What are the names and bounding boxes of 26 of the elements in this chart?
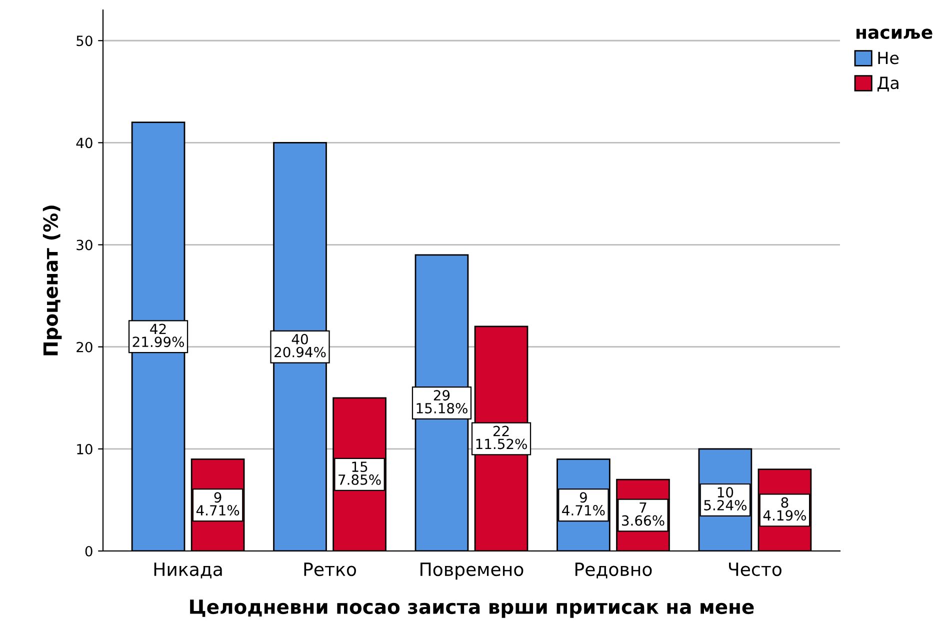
data-label: 7 3.66% (622, 502, 664, 526)
data-label: 15 7.85% (338, 462, 381, 485)
data-label: 22 11.52% (476, 426, 527, 450)
data-label: 40 20.94% (274, 334, 326, 358)
legend-label: Да (877, 76, 898, 92)
y-tick-label: 50 (76, 36, 92, 46)
x-tick-label: Повремено (420, 562, 524, 580)
data-label: 8 4.19% (763, 497, 806, 521)
x-tick-label: Често (729, 562, 782, 576)
y-axis-title: Проценат (%) (42, 206, 62, 356)
y-tick-label: 30 (76, 240, 92, 250)
x-tick-label: Ретко (304, 562, 356, 576)
x-tick-label: Никада (154, 562, 222, 578)
legend-title: насиље (856, 28, 932, 39)
x-tick-label: Редовно (575, 562, 652, 578)
data-label: 42 21.99% (132, 324, 184, 348)
y-tick-label: 20 (76, 342, 92, 352)
data-label: 9 4.71% (562, 492, 605, 516)
y-tick-label: 40 (76, 138, 92, 148)
x-axis-title: Целодневни посао заиста врши притисак на мене (190, 600, 754, 618)
data-label: 10 5.24% (704, 487, 746, 510)
y-tick-label: 10 (77, 444, 92, 454)
data-label: 29 15.18% (416, 390, 468, 414)
y-tick-label: 0 (85, 546, 92, 556)
data-label: 9 4.71% (196, 492, 240, 516)
legend-label: Не (878, 52, 899, 64)
